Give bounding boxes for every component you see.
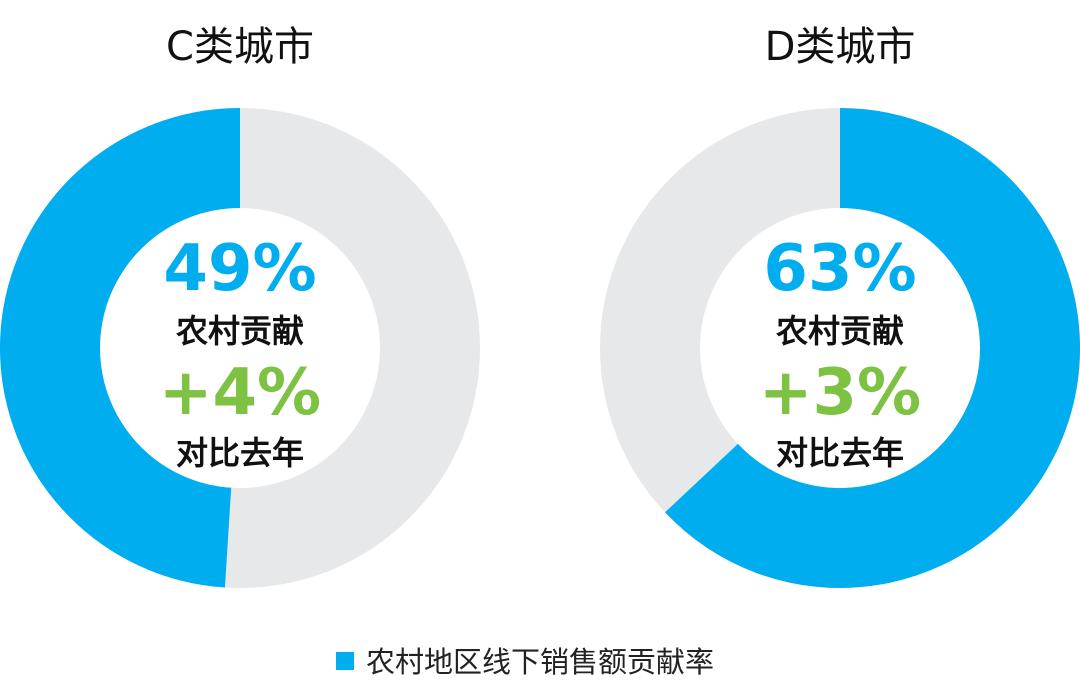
percent-value-d-city: 63% [763,232,916,306]
donut-share-arc-d-city [665,108,1080,588]
percent-value-c-city: 49% [163,232,316,306]
donut-chart-c-city: C类城市 49% 农村贡献 +4% 对比去年 [0,24,480,588]
chart-title-d-city: D类城市 [765,24,916,70]
legend-label: 农村地区线下销售额贡献率 [366,645,714,679]
chart-title-c-city: C类城市 [166,24,314,70]
change-caption-d-city: 对比去年 [776,434,904,472]
change-value-c-city: +4% [159,356,321,430]
donut-chart-d-city: D类城市 63% 农村贡献 +3% 对比去年 [600,24,1080,588]
percent-caption-c-city: 农村贡献 [176,312,304,350]
donut-share-arc-c-city [0,108,242,588]
change-caption-c-city: 对比去年 [176,434,304,472]
legend-swatch [336,652,354,670]
percent-caption-d-city: 农村贡献 [776,312,904,350]
legend: 农村地区线下销售额贡献率 [336,645,714,679]
change-value-d-city: +3% [759,356,921,430]
